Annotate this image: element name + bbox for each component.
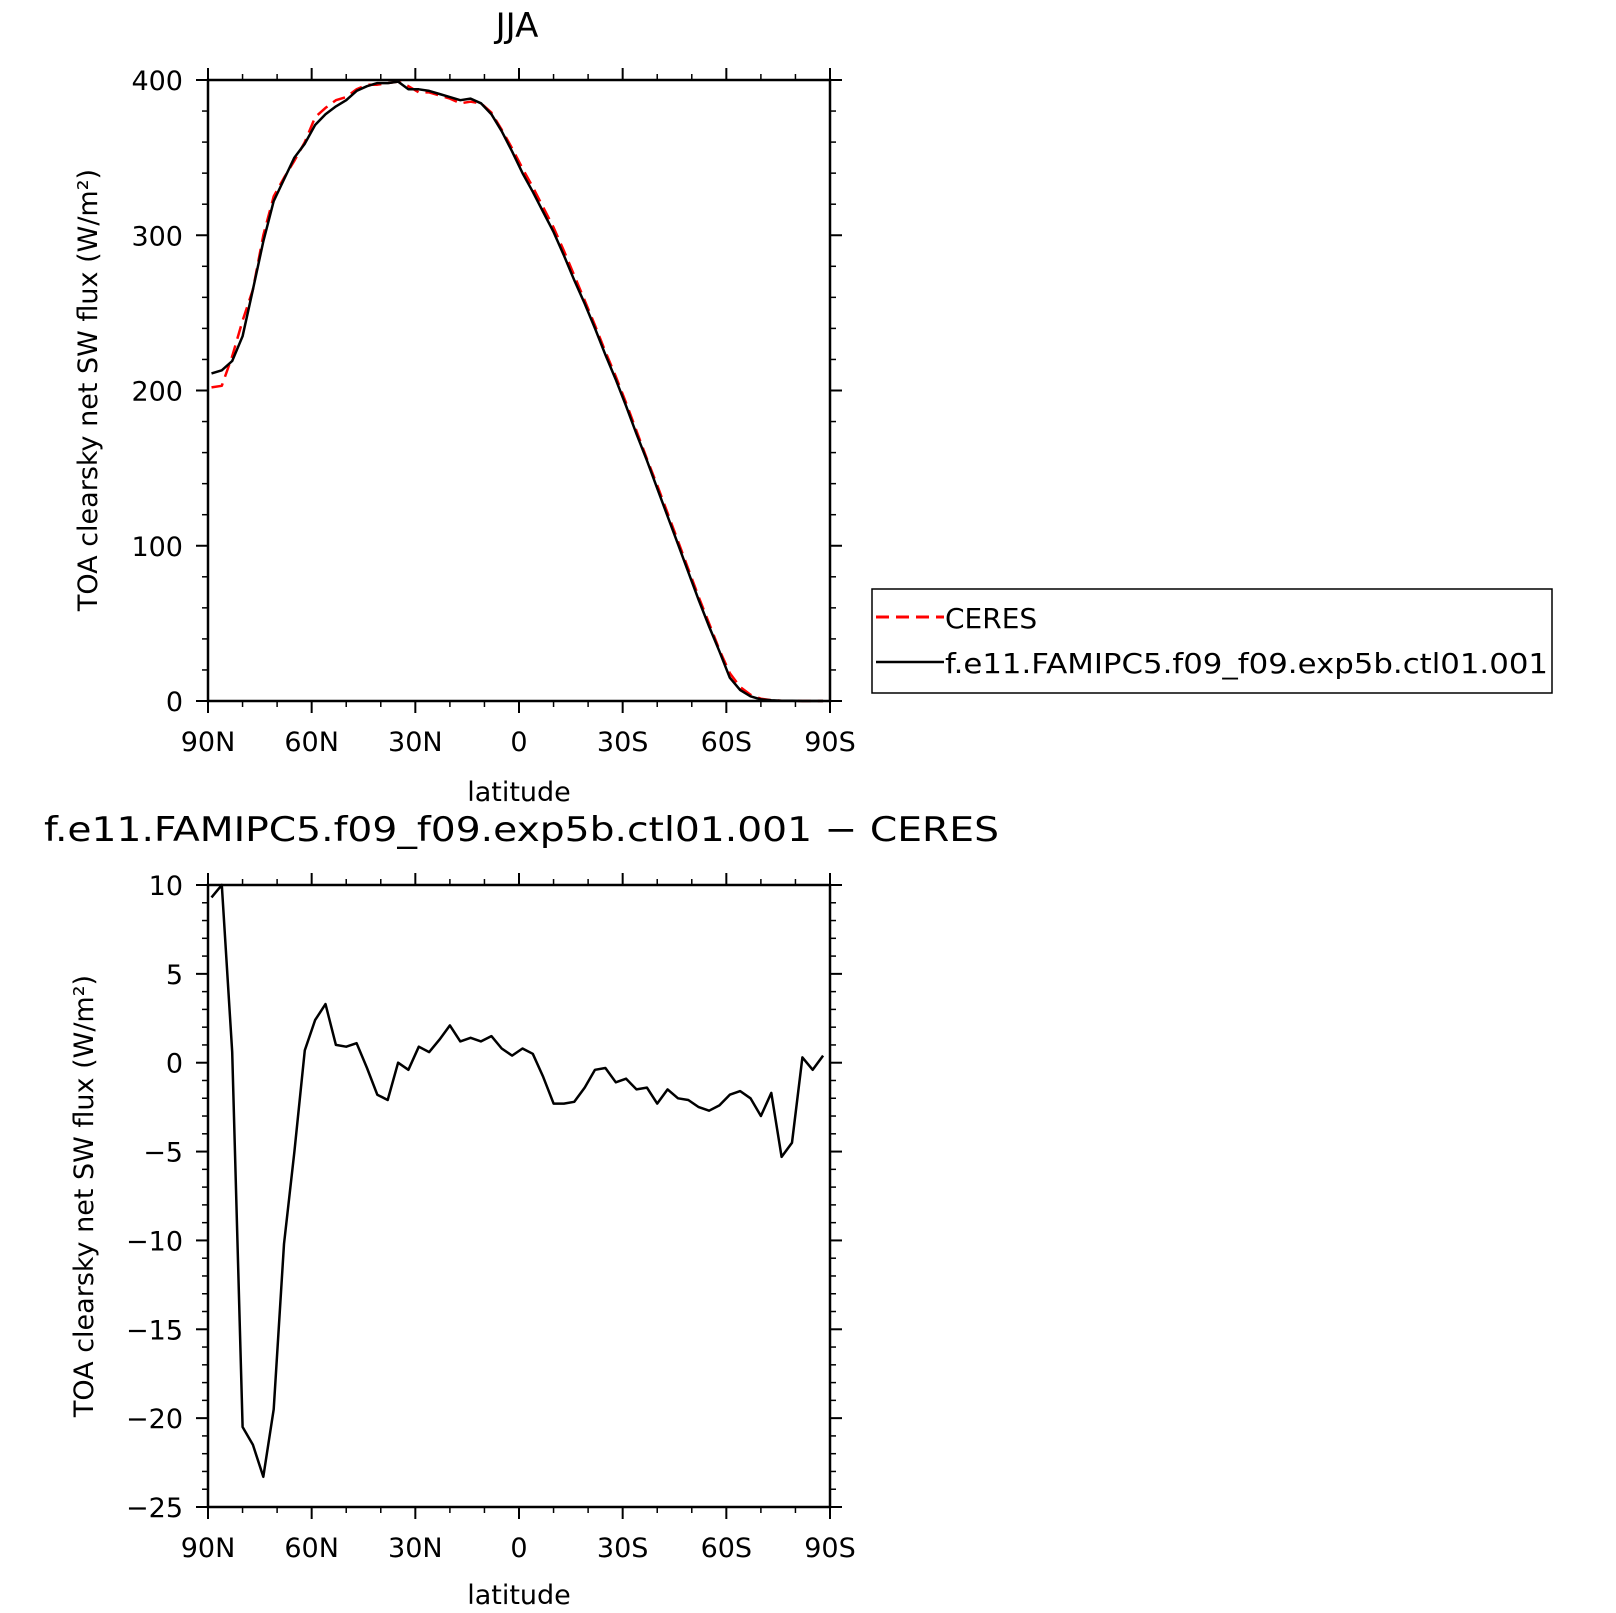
- y-tick-label: 100: [131, 532, 183, 563]
- bottom-panel-y-tick-labels: −25 −20 −15 −10 −5 0 5 10: [126, 871, 183, 1524]
- bottom-panel-x-tick-labels: 90N 60N 30N 0 30S 60S 90S: [181, 1533, 856, 1564]
- y-tick-label: −20: [126, 1404, 183, 1435]
- bottom-panel-frame: [206, 883, 832, 1509]
- top-panel-title: JJA: [494, 6, 539, 46]
- legend: CERES f.e11.FAMIPC5.f09_f09.exp5b.ctl01.…: [871, 588, 1553, 694]
- x-tick-label: 0: [510, 727, 527, 758]
- x-tick-label: 30N: [388, 727, 443, 758]
- top-panel-y-axis-label: TOA clearsky net SW flux (W/m²): [73, 169, 104, 612]
- y-tick-label: −15: [126, 1315, 183, 1346]
- y-tick-label: 300: [131, 221, 183, 252]
- x-tick-label: 90N: [181, 727, 236, 758]
- y-tick-label: −5: [143, 1138, 183, 1169]
- legend-label-ceres: CERES: [945, 602, 1037, 635]
- x-tick-label: 30N: [388, 1533, 443, 1564]
- y-tick-label: 5: [166, 960, 183, 991]
- x-tick-label: 30S: [597, 727, 649, 758]
- y-tick-label: 0: [166, 687, 183, 718]
- bottom-panel-y-axis-label: TOA clearsky net SW flux (W/m²): [69, 975, 100, 1418]
- top-panel-x-tick-labels: 90N 60N 30N 0 30S 60S 90S: [181, 727, 856, 758]
- series-line-0: [210, 883, 825, 1479]
- top-panel-series: [211, 80, 824, 703]
- legend-label-model: f.e11.FAMIPC5.f09_f09.exp5b.ctl01.001: [945, 647, 1548, 680]
- x-tick-label: 60S: [701, 727, 753, 758]
- y-tick-label: 400: [131, 66, 183, 97]
- x-tick-label: 60N: [284, 727, 339, 758]
- x-tick-label: 60N: [284, 1533, 339, 1564]
- bottom-panel-x-axis-label: latitude: [467, 1580, 571, 1611]
- y-tick-label: −25: [126, 1493, 183, 1524]
- x-tick-label: 90S: [804, 727, 856, 758]
- x-tick-label: 0: [510, 1533, 527, 1564]
- x-tick-label: 90N: [181, 1533, 236, 1564]
- series-line-1: [211, 80, 824, 703]
- y-tick-label: 10: [149, 871, 183, 902]
- bottom-panel-series: [210, 883, 825, 1479]
- x-tick-label: 30S: [597, 1533, 649, 1564]
- top-panel-y-tick-labels: 0 100 200 300 400: [131, 66, 183, 718]
- x-tick-label: 60S: [701, 1533, 753, 1564]
- top-panel-frame: [206, 78, 832, 703]
- bottom-panel: f.e11.FAMIPC5.f09_f09.exp5b.ctl01.001 − …: [44, 810, 999, 1611]
- y-tick-label: −10: [126, 1226, 183, 1257]
- x-tick-label: 90S: [804, 1533, 856, 1564]
- legend-box: [871, 588, 1553, 694]
- top-panel: JJA 90N 60N 30N 0 30S 60S 90S 0 100 200 300 400 la…: [73, 6, 1553, 808]
- bottom-panel-title: f.e11.FAMIPC5.f09_f09.exp5b.ctl01.001 − …: [44, 810, 999, 850]
- y-tick-label: 200: [131, 377, 183, 408]
- top-panel-x-axis-label: latitude: [467, 777, 571, 808]
- y-tick-label: 0: [166, 1049, 183, 1080]
